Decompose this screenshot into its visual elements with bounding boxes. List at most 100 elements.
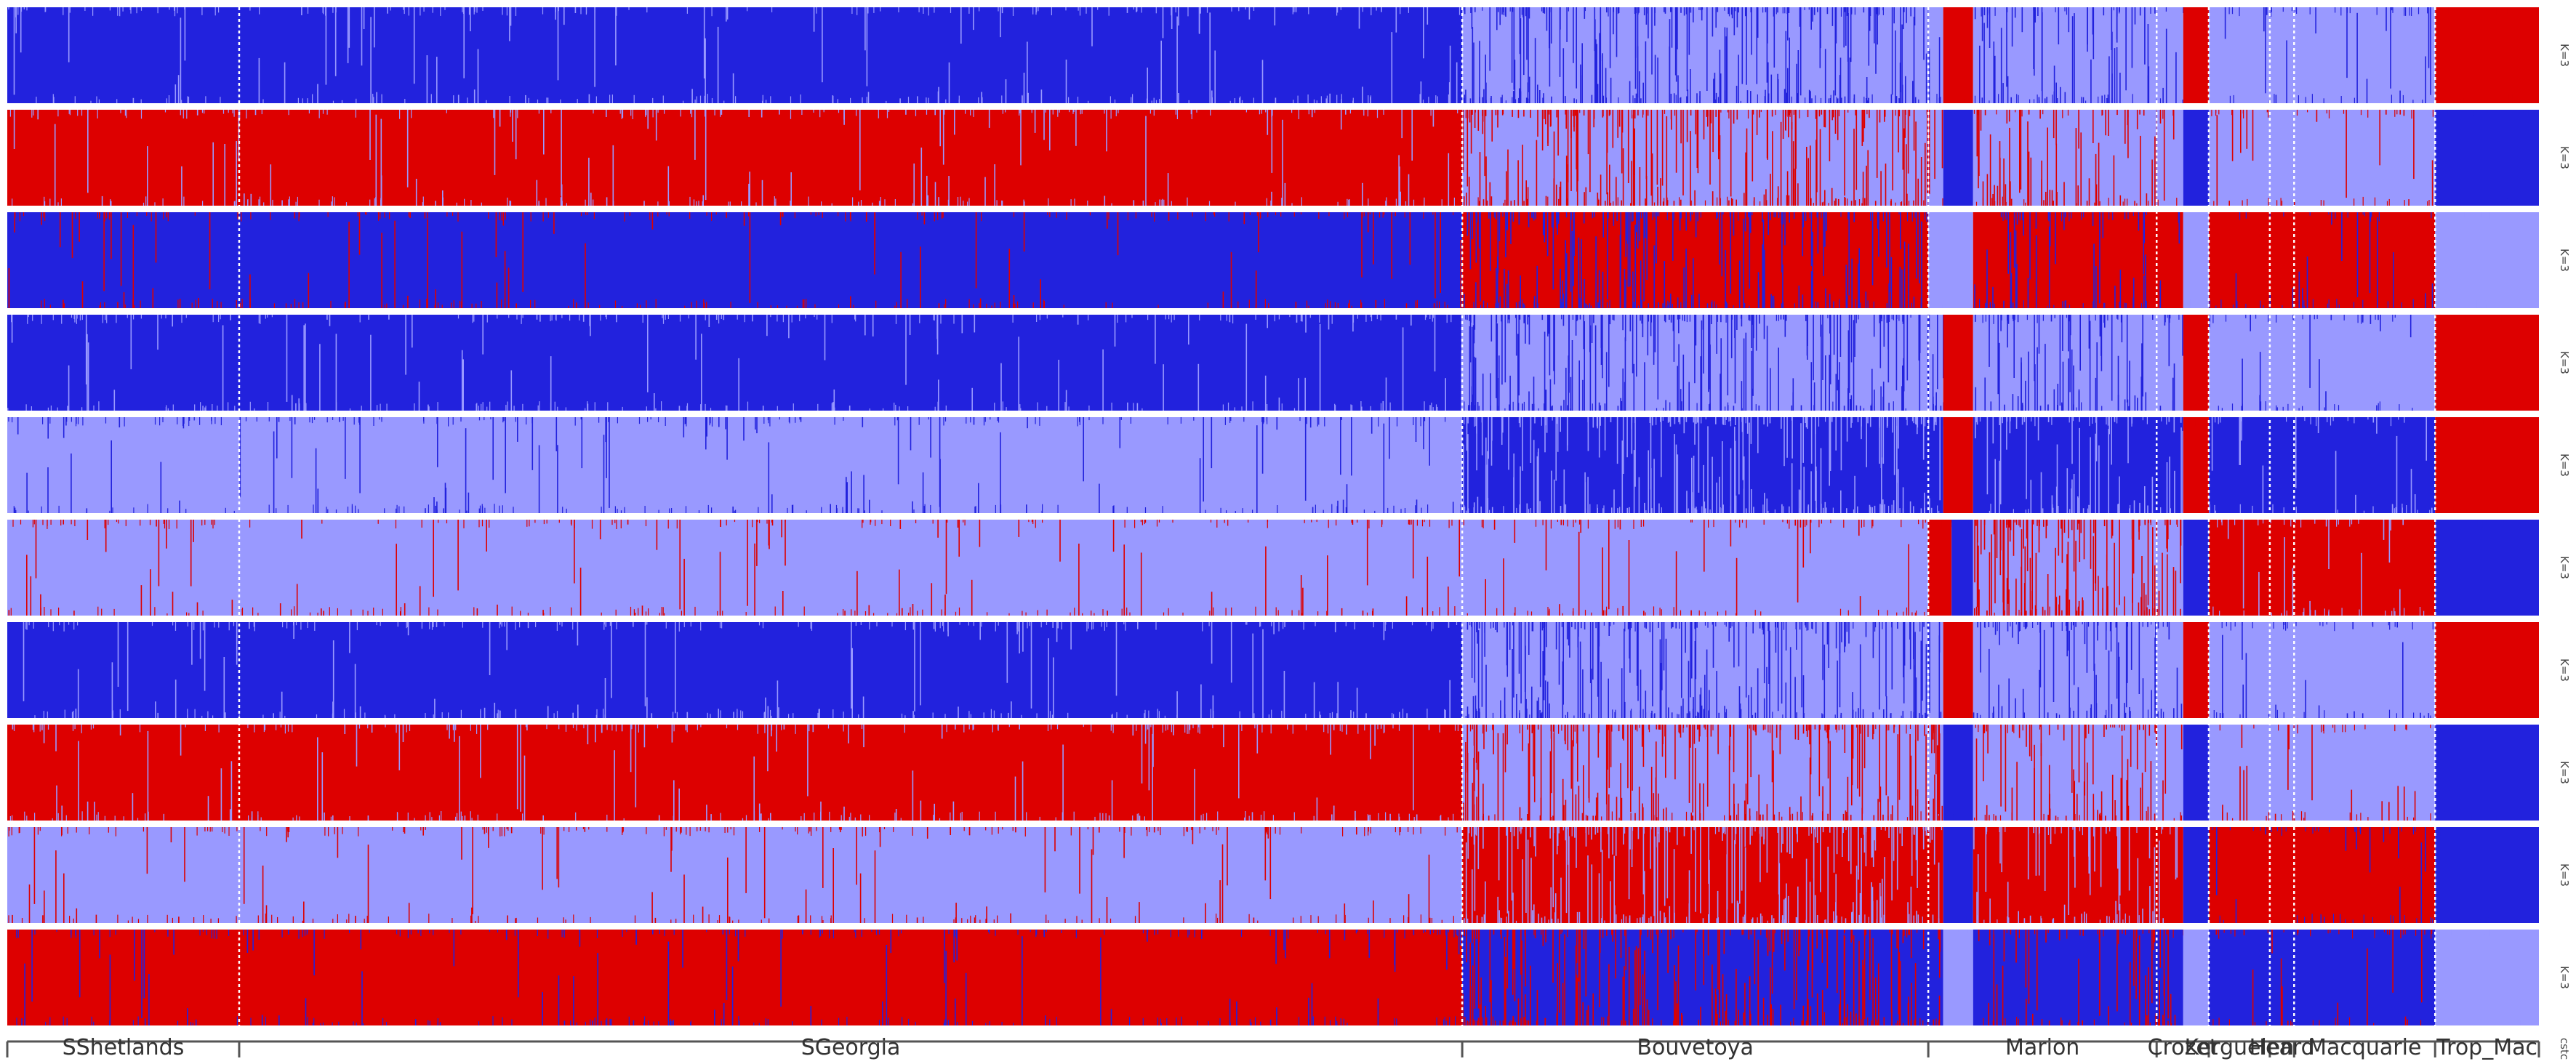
admixture-streak: [63, 520, 64, 525]
admixture-streak: [1642, 315, 1644, 337]
admixture-speck: [87, 520, 88, 526]
admixture-streak: [1810, 362, 1813, 411]
admixture-streak: [419, 586, 421, 616]
admixture-streak: [2346, 110, 2347, 198]
admixture-streak: [1706, 7, 1708, 91]
admixture-speck: [1698, 610, 1700, 616]
admixture-speck: [2300, 520, 2302, 528]
admixture-streak: [1797, 520, 1799, 602]
admixture-streak: [87, 110, 89, 193]
admixture-speck: [2324, 608, 2325, 616]
admixture-streak: [1859, 596, 1861, 616]
admixture-streak: [1664, 7, 1665, 12]
admixture-streak: [1501, 417, 1503, 445]
admixture-streak: [1507, 149, 1509, 206]
admixture-speck: [1911, 212, 1913, 222]
admixture-speck: [1632, 95, 1634, 103]
admixture-streak: [1745, 152, 1746, 206]
admixture-speck: [1685, 7, 1687, 15]
admixture-streak: [1560, 520, 1562, 525]
admixture-speck: [1728, 417, 1730, 422]
admixture-speck: [479, 505, 481, 513]
admixture-speck: [298, 302, 300, 308]
admixture-streak: [2087, 7, 2088, 52]
admixture-speck: [1576, 315, 1578, 321]
admixture-streak: [1829, 417, 1830, 486]
admixture-speck: [1383, 110, 1384, 115]
admixture-speck: [717, 610, 718, 616]
admixture-speck: [560, 99, 561, 103]
admixture-streak: [1694, 417, 1696, 445]
admixture-speck: [1541, 417, 1542, 426]
admixture-streak: [1829, 315, 1831, 384]
admixture-streak: [1490, 212, 1491, 271]
admixture-streak: [1604, 417, 1606, 451]
admixture-speck: [93, 405, 95, 411]
admixture-speck: [2411, 7, 2412, 16]
admixture-streak: [1752, 110, 1754, 115]
admixture-streak: [1693, 417, 1695, 423]
admixture-streak: [1200, 7, 1201, 14]
admixture-streak: [1807, 110, 1809, 118]
admixture-speck: [2185, 520, 2186, 526]
admixture-speck: [1389, 402, 1391, 411]
admixture-streak: [1661, 417, 1662, 477]
admixture-speck: [1829, 110, 1830, 113]
admixture-speck: [2199, 7, 2201, 15]
admixture-streak: [2124, 399, 2126, 411]
admixture-streak: [1670, 94, 1672, 103]
admixture-speck: [1237, 301, 1239, 308]
admixture-speck: [1683, 417, 1685, 420]
admixture-streak: [939, 459, 941, 513]
admixture-streak: [1889, 212, 1890, 293]
admixture-streak: [1914, 97, 1917, 103]
admixture-streak: [1683, 267, 1685, 308]
admixture-streak: [2053, 65, 2055, 103]
admixture-streak: [1553, 479, 1555, 513]
admixture-streak: [412, 315, 413, 348]
admixture-streak: [1846, 295, 1848, 308]
admixture-streak: [1800, 423, 1802, 513]
admixture-streak: [1496, 323, 1498, 411]
admixture-speck: [652, 97, 654, 103]
admixture-streak: [1542, 7, 1544, 13]
admixture-speck: [1000, 504, 1002, 513]
admixture-speck: [796, 305, 798, 308]
admixture-streak: [1696, 417, 1698, 423]
admixture-speck: [2362, 315, 2364, 321]
admixture-speck: [1501, 94, 1503, 103]
admixture-streak: [938, 379, 939, 411]
admixture-speck: [945, 406, 947, 411]
admixture-streak: [582, 315, 585, 322]
admixture-streak: [2082, 97, 2085, 103]
admixture-streak: [973, 7, 974, 31]
admixture-speck: [698, 201, 699, 206]
admixture-speck: [2439, 406, 2441, 411]
admixture-streak: [1018, 520, 1020, 537]
admixture-speck: [1501, 315, 1503, 323]
admixture-speck: [2188, 305, 2189, 308]
admixture-streak: [1634, 417, 1636, 487]
admixture-streak: [1562, 315, 1565, 326]
admixture-streak: [1416, 499, 1418, 513]
admixture-speck: [1922, 520, 1924, 529]
admixture-streak: [2055, 82, 2057, 103]
admixture-streak: [1622, 148, 1624, 206]
admixture-streak: [850, 296, 851, 308]
admixture-streak: [1517, 160, 1519, 206]
admixture-speck: [706, 212, 707, 216]
admixture-streak: [2275, 94, 2277, 103]
admixture-streak: [1848, 315, 1850, 393]
admixture-speck: [90, 100, 92, 103]
admixture-speck: [1249, 212, 1251, 215]
admixture-speck: [1888, 505, 1890, 513]
admixture-streak: [1908, 243, 1909, 308]
admixture-streak: [1548, 315, 1550, 334]
admixture-streak: [1589, 315, 1591, 352]
admixture-streak: [1198, 7, 1200, 33]
admixture-streak: [1647, 315, 1649, 355]
admixture-streak: [2049, 212, 2051, 246]
admixture-speck: [694, 99, 696, 103]
admixture-speck: [2498, 201, 2500, 206]
admixture-streak: [1371, 417, 1373, 434]
